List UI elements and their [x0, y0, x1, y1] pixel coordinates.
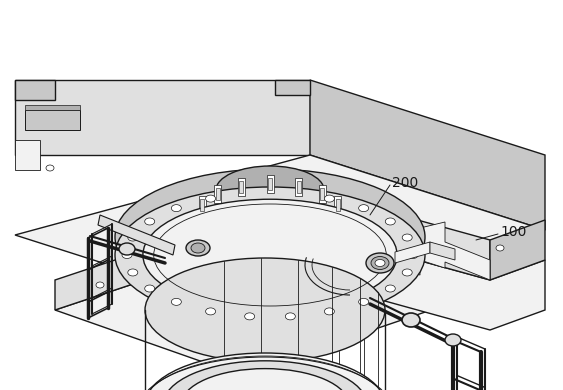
Polygon shape: [490, 220, 545, 280]
Ellipse shape: [128, 234, 138, 241]
Ellipse shape: [186, 240, 210, 256]
Polygon shape: [15, 155, 545, 310]
Ellipse shape: [496, 245, 504, 251]
Polygon shape: [430, 242, 455, 260]
Ellipse shape: [145, 258, 385, 362]
Polygon shape: [180, 190, 360, 225]
Ellipse shape: [96, 282, 104, 288]
Polygon shape: [55, 225, 490, 375]
Polygon shape: [310, 195, 490, 290]
Ellipse shape: [359, 205, 369, 212]
Ellipse shape: [402, 269, 412, 276]
Ellipse shape: [145, 218, 155, 225]
Ellipse shape: [324, 308, 334, 315]
Ellipse shape: [143, 199, 397, 311]
Ellipse shape: [115, 187, 425, 323]
Ellipse shape: [171, 298, 181, 305]
Ellipse shape: [402, 234, 412, 241]
Polygon shape: [268, 178, 272, 190]
Ellipse shape: [386, 197, 394, 203]
Text: 200: 200: [392, 176, 418, 190]
Ellipse shape: [46, 165, 54, 171]
Polygon shape: [98, 215, 175, 255]
Polygon shape: [395, 242, 430, 263]
Ellipse shape: [408, 252, 418, 259]
Ellipse shape: [216, 166, 324, 214]
Ellipse shape: [205, 195, 216, 202]
Polygon shape: [334, 196, 341, 214]
Polygon shape: [336, 199, 339, 211]
Text: 100: 100: [500, 225, 526, 239]
Ellipse shape: [385, 218, 395, 225]
Ellipse shape: [205, 308, 216, 315]
Ellipse shape: [163, 361, 367, 390]
Ellipse shape: [285, 313, 296, 320]
Ellipse shape: [115, 169, 425, 305]
Polygon shape: [55, 195, 310, 310]
Polygon shape: [199, 196, 206, 214]
Polygon shape: [275, 80, 310, 95]
Ellipse shape: [171, 205, 181, 212]
Polygon shape: [238, 177, 245, 196]
Ellipse shape: [371, 257, 389, 269]
Polygon shape: [319, 185, 326, 203]
Polygon shape: [15, 140, 40, 170]
Ellipse shape: [445, 334, 461, 346]
Ellipse shape: [324, 195, 334, 202]
Ellipse shape: [402, 313, 420, 327]
Polygon shape: [15, 80, 55, 100]
Polygon shape: [266, 175, 274, 193]
Ellipse shape: [385, 285, 395, 292]
Polygon shape: [25, 105, 80, 110]
Ellipse shape: [245, 313, 254, 320]
Polygon shape: [345, 200, 490, 280]
Polygon shape: [320, 188, 324, 200]
Polygon shape: [297, 181, 301, 193]
Polygon shape: [216, 188, 220, 200]
Polygon shape: [214, 185, 221, 203]
Polygon shape: [385, 222, 490, 280]
Polygon shape: [310, 80, 545, 230]
Polygon shape: [239, 181, 243, 193]
Polygon shape: [200, 199, 204, 211]
Ellipse shape: [375, 259, 385, 266]
Ellipse shape: [122, 252, 132, 259]
Polygon shape: [295, 177, 302, 196]
Ellipse shape: [180, 185, 360, 265]
Polygon shape: [25, 110, 80, 130]
Ellipse shape: [128, 269, 138, 276]
Ellipse shape: [119, 243, 135, 255]
Polygon shape: [345, 240, 545, 330]
Ellipse shape: [181, 369, 349, 390]
Ellipse shape: [145, 285, 155, 292]
Ellipse shape: [359, 298, 369, 305]
Ellipse shape: [191, 243, 205, 253]
Ellipse shape: [366, 253, 394, 273]
Polygon shape: [15, 80, 310, 155]
Ellipse shape: [145, 353, 385, 390]
